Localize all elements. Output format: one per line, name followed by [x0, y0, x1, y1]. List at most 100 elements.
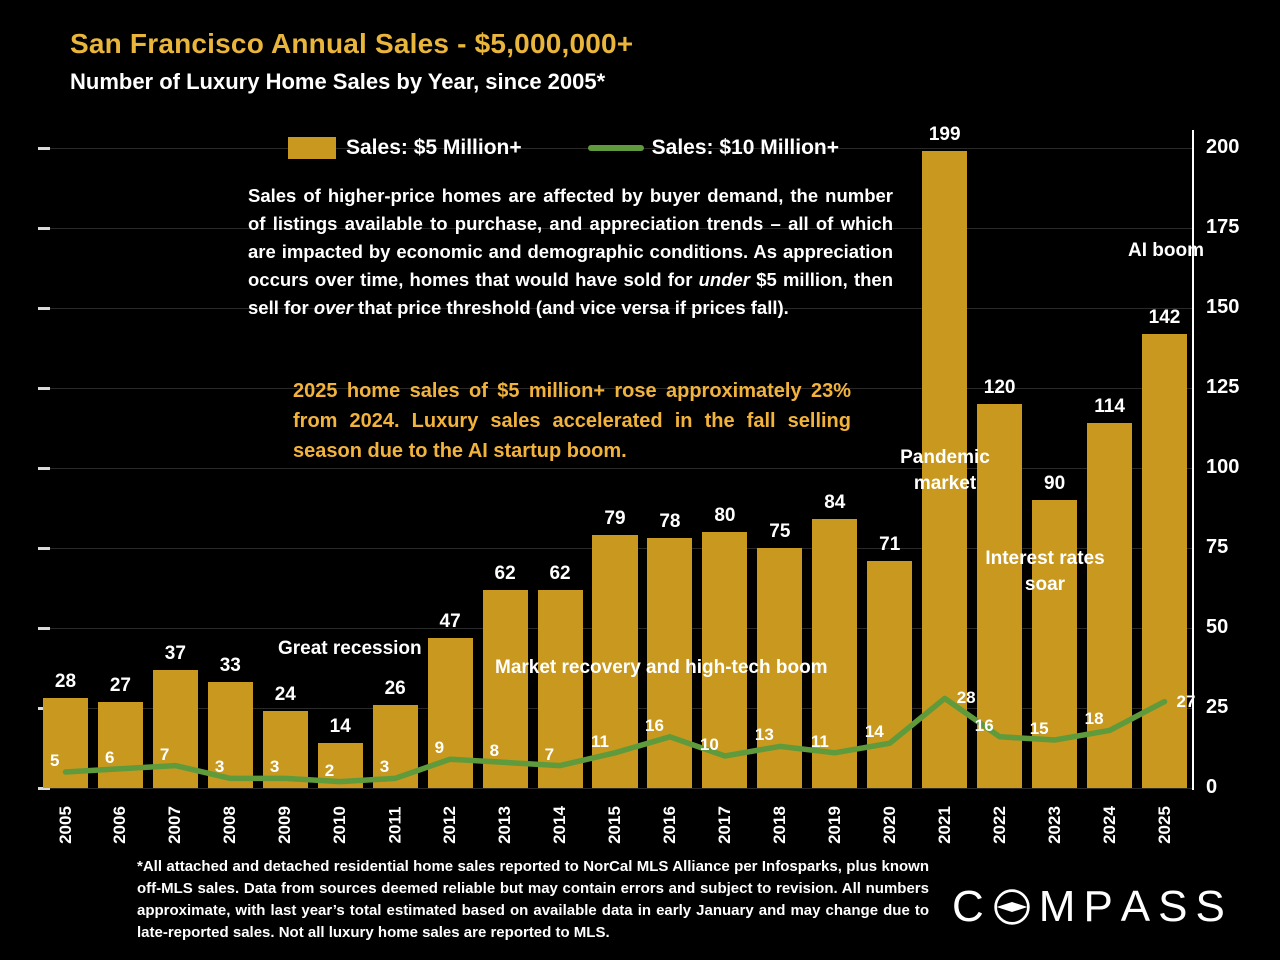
line-value-label: 14 [864, 722, 884, 742]
page-title: San Francisco Annual Sales - $5,000,000+ [70, 28, 634, 59]
bar-value-label: 62 [549, 562, 571, 584]
bar-value-label: 28 [54, 671, 77, 693]
x-axis-year-text: 2021 [934, 806, 954, 844]
line-value-label: 7 [544, 744, 555, 764]
y-tick-mark [38, 227, 50, 230]
footnote: *All attached and detached residential h… [137, 858, 929, 941]
x-axis-year-text: 2022 [989, 806, 1009, 844]
bar-value-label: 79 [604, 508, 626, 530]
y-tick-mark [38, 147, 50, 150]
x-axis-label-2009: 2009 [258, 792, 313, 858]
annotation-great-recession: Great recession [278, 638, 422, 659]
bar-value-label: 47 [439, 610, 461, 632]
x-axis-year-text: 2023 [1044, 806, 1064, 844]
bar-value-label: 33 [219, 655, 241, 677]
x-axis-year-text: 2019 [824, 806, 844, 844]
x-axis-year-text: 2013 [495, 806, 515, 844]
x-axis-year-text: 2018 [769, 806, 789, 844]
bar-value-label: 90 [1044, 473, 1066, 494]
line-value-label: 15 [1029, 719, 1049, 738]
bar-value-label: 75 [769, 521, 791, 542]
x-axis-year-text: 2016 [659, 806, 679, 844]
y-axis-spine [1192, 130, 1194, 790]
x-axis-label-2008: 2008 [203, 792, 258, 858]
paragraph-italic-over: over [313, 297, 353, 318]
bar-value-label: 27 [109, 674, 131, 696]
annotation-ai-boom: AI boom [1128, 240, 1204, 261]
x-axis-year-text: 2008 [220, 806, 240, 844]
annotation-interest-rates: Interest rates soar [985, 548, 1105, 595]
y-axis-label: 50 [1206, 616, 1229, 638]
x-axis-label-2010: 2010 [313, 792, 368, 858]
bar-2008 [207, 682, 253, 788]
bar-2017 [702, 532, 748, 788]
y-tick-mark [38, 787, 50, 790]
chart-plot-area: 28 27 37 33 24 14 26 47 62 62 79 78 80 75 84 71 199 120 90… [38, 124, 1195, 790]
gridline [38, 227, 1192, 229]
x-axis-year-text: 2011 [385, 806, 405, 844]
bar-value-label: 37 [164, 642, 186, 664]
line-value-label: 16 [645, 715, 664, 735]
x-axis-year-text: 2006 [110, 806, 130, 844]
line-value-label: 11 [591, 731, 609, 751]
line-value-label: 16 [974, 715, 994, 735]
compass-needle-icon [994, 889, 1030, 925]
x-axis-year-text: 2015 [604, 806, 624, 844]
x-axis-year-text: 2017 [714, 806, 734, 844]
x-axis-year-text: 2025 [1154, 806, 1174, 844]
line-value-label: 3 [269, 757, 280, 777]
x-axis-label-2014: 2014 [533, 792, 588, 858]
x-axis: 2005 2006 2007 2008 2009 2010 2011 2012 2013 2014… [38, 792, 1192, 862]
y-axis-label: 125 [1206, 376, 1240, 398]
x-axis-label-2015: 2015 [588, 792, 643, 858]
y-axis-label: 75 [1206, 536, 1229, 558]
paragraph-text: that price threshold (and vice versa if … [352, 297, 789, 318]
bar-2019 [812, 519, 858, 788]
brand-letter: P [1083, 882, 1114, 931]
bar-value-label: 84 [824, 492, 846, 514]
paragraph-text: $5 million, then sell for [248, 269, 893, 318]
x-axis-label-2024: 2024 [1082, 792, 1137, 858]
bar-swatch-icon [288, 137, 336, 159]
bar-2014 [537, 589, 583, 788]
legend-label-5m: Sales: $5 Million+ [346, 136, 522, 159]
gridline [38, 387, 1192, 389]
line-value-label: 13 [754, 725, 774, 745]
bar-value-label: 80 [714, 505, 736, 526]
x-axis-label-2012: 2012 [423, 792, 478, 858]
x-axis-label-2019: 2019 [807, 792, 862, 858]
line-value-label: 28 [956, 688, 976, 708]
x-axis-year-text: 2012 [440, 806, 460, 844]
paragraph-italic-under: under [698, 269, 750, 290]
x-axis-label-2017: 2017 [697, 792, 752, 858]
x-axis-label-2022: 2022 [972, 792, 1027, 858]
x-axis-label-2023: 2023 [1027, 792, 1082, 858]
x-axis-label-2025: 2025 [1137, 792, 1192, 858]
x-axis-year-text: 2024 [1099, 806, 1119, 844]
line-value-label: 27 [1176, 691, 1196, 711]
sales-10m-line [62, 695, 1168, 785]
x-axis-label-2021: 2021 [917, 792, 972, 858]
brand-letter: A [1120, 882, 1152, 931]
bar-2013 [482, 589, 528, 788]
y-axis-label: 200 [1206, 136, 1240, 158]
bar-2006 [97, 701, 143, 788]
x-axis-label-2007: 2007 [148, 792, 203, 858]
line-value-label: 6 [104, 747, 115, 767]
brand-letter: S [1158, 882, 1189, 931]
legend-item-5m: Sales: $5 Million+ [288, 136, 522, 160]
gridline [38, 307, 1192, 309]
x-axis-label-2013: 2013 [478, 792, 533, 858]
bar-value-label: 78 [659, 511, 681, 533]
annotation-pandemic-market: Pandemic market [900, 447, 990, 494]
gridline [38, 467, 1192, 469]
line-value-label: 5 [50, 751, 60, 770]
legend: Sales: $5 Million+ Sales: $10 Million+ [288, 136, 839, 160]
x-axis-year-text: 2010 [330, 806, 350, 844]
y-tick-mark [38, 467, 50, 470]
y-axis-label: 0 [1206, 776, 1218, 798]
bar-2020 [867, 560, 913, 788]
page-subtitle: Number of Luxury Home Sales by Year, sin… [70, 69, 606, 94]
y-tick-mark [38, 387, 50, 390]
